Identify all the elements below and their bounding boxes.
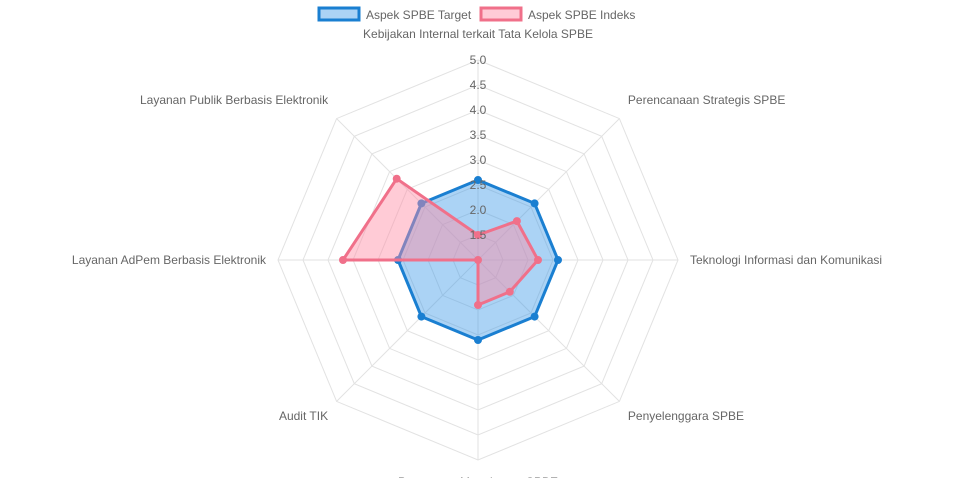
data-point[interactable] xyxy=(474,301,482,309)
legend-label: Aspek SPBE Indeks xyxy=(528,8,635,22)
tick-label: 2.0 xyxy=(470,203,487,217)
axis-label: Teknologi Informasi dan Komunikasi xyxy=(690,253,882,267)
legend-label: Aspek SPBE Target xyxy=(366,8,472,22)
radar-tick-labels: 1.5 2.0 2.5 3.0 3.5 4.0 4.5 5.0 xyxy=(470,53,487,242)
tick-label: 5.0 xyxy=(470,53,487,67)
chart-legend: Aspek SPBE Target Aspek SPBE Indeks xyxy=(317,6,635,22)
data-point[interactable] xyxy=(505,287,514,296)
radar-series xyxy=(339,174,562,344)
data-point[interactable] xyxy=(554,256,562,264)
axis-label: Layanan Publik Berbasis Elektronik xyxy=(140,93,329,107)
tick-label: 3.5 xyxy=(470,128,487,142)
data-point[interactable] xyxy=(474,176,482,184)
data-point[interactable] xyxy=(417,312,426,321)
axis-label: Penerapan Manajemen SPBE xyxy=(398,475,558,478)
tick-label: 4.0 xyxy=(470,103,487,117)
axis-label: Kebijakan Internal terkait Tata Kelola S… xyxy=(363,27,593,41)
legend-swatch xyxy=(479,6,523,22)
radar-spokes xyxy=(278,60,678,460)
radar-spoke xyxy=(336,118,479,261)
radar-axis-labels: Kebijakan Internal terkait Tata Kelola S… xyxy=(72,27,882,478)
data-point[interactable] xyxy=(392,174,401,183)
axis-label: Perencanaan Strategis SPBE xyxy=(628,93,785,107)
data-point[interactable] xyxy=(534,256,542,264)
tick-label: 1.5 xyxy=(470,228,487,242)
series-indeks xyxy=(339,174,542,309)
data-point[interactable] xyxy=(530,199,539,208)
legend-item-target[interactable]: Aspek SPBE Target xyxy=(317,6,472,22)
data-point[interactable] xyxy=(474,231,482,239)
data-point[interactable] xyxy=(512,217,521,226)
tick-label: 4.5 xyxy=(470,78,487,92)
data-point[interactable] xyxy=(339,256,347,264)
data-point[interactable] xyxy=(474,336,482,344)
axis-label: Layanan AdPem Berbasis Elektronik xyxy=(72,253,267,267)
radar-spoke xyxy=(477,259,620,402)
legend-item-indeks[interactable]: Aspek SPBE Indeks xyxy=(479,6,635,22)
tick-label: 3.0 xyxy=(470,153,487,167)
radar-spoke xyxy=(336,259,479,402)
radar-spoke xyxy=(477,118,620,261)
tick-label: 2.5 xyxy=(470,178,487,192)
axis-label: Penyelenggara SPBE xyxy=(628,409,744,423)
data-point[interactable] xyxy=(530,312,539,321)
legend-swatch xyxy=(317,6,361,22)
axis-label: Audit TIK xyxy=(279,409,328,423)
data-point[interactable] xyxy=(417,199,426,208)
data-point[interactable] xyxy=(474,256,482,264)
